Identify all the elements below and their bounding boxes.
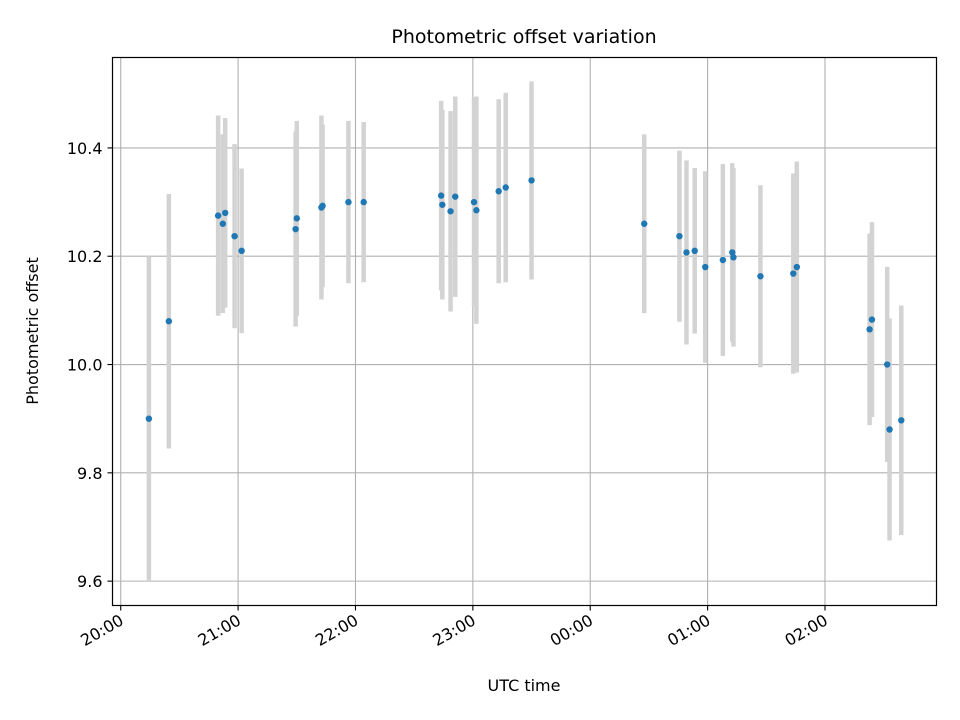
data-point [790,270,797,277]
grid-lines [112,57,937,606]
data-points [145,177,905,433]
x-axis-ticks: 20:00 21:00 22:00 23:00 00:00 01:00 02:00 [77,605,831,651]
data-point [641,220,648,227]
data-point [214,212,222,219]
data-point [729,249,736,256]
x-tick-label: 01:00 [664,611,713,651]
x-tick-label: 02:00 [782,611,831,651]
chart-title: Photometric offset variation [391,26,656,48]
data-point [439,201,446,208]
y-axis-ticks: 9.6 9.8 10.0 10.2 10.4 [67,139,113,591]
data-point [528,177,535,184]
x-axis-label: UTC time [488,676,561,695]
data-point [219,220,227,227]
data-point [676,232,683,240]
data-point [691,247,698,255]
data-point [502,184,509,191]
data-point [360,198,367,206]
x-tick-label: 21:00 [195,611,244,651]
data-point [437,192,445,199]
x-tick-label: 23:00 [429,611,478,651]
data-point [345,198,352,206]
data-point [868,316,876,323]
data-point [319,202,326,210]
data-point [884,361,891,368]
data-point [886,426,893,433]
data-point [470,198,478,206]
data-point [793,263,801,271]
data-point [757,273,764,280]
data-point [866,326,873,333]
data-point [238,247,245,255]
data-point [683,249,690,256]
data-point [473,207,480,214]
y-tick-label: 10.4 [67,139,103,158]
y-tick-label: 10.0 [67,356,103,375]
error-bars [146,81,904,582]
data-point [447,208,454,215]
y-tick-label: 10.2 [67,247,103,266]
data-point [719,256,727,264]
x-tick-label: 00:00 [547,611,596,651]
y-tick-label: 9.8 [77,464,102,483]
data-point [165,318,173,325]
plot-area-frame [111,56,938,607]
data-point [730,254,737,261]
x-tick-label: 22:00 [312,611,361,651]
data-point [293,215,300,222]
data-point [898,417,905,424]
data-point [221,209,229,217]
data-point [452,193,459,200]
data-point [231,232,238,240]
data-point [292,225,299,233]
data-point [495,188,502,195]
y-tick-label: 9.6 [77,572,102,591]
y-axis-label: Photometric offset [23,257,42,405]
x-tick-label: 20:00 [77,611,126,651]
data-point [702,263,709,271]
data-point [145,415,153,422]
